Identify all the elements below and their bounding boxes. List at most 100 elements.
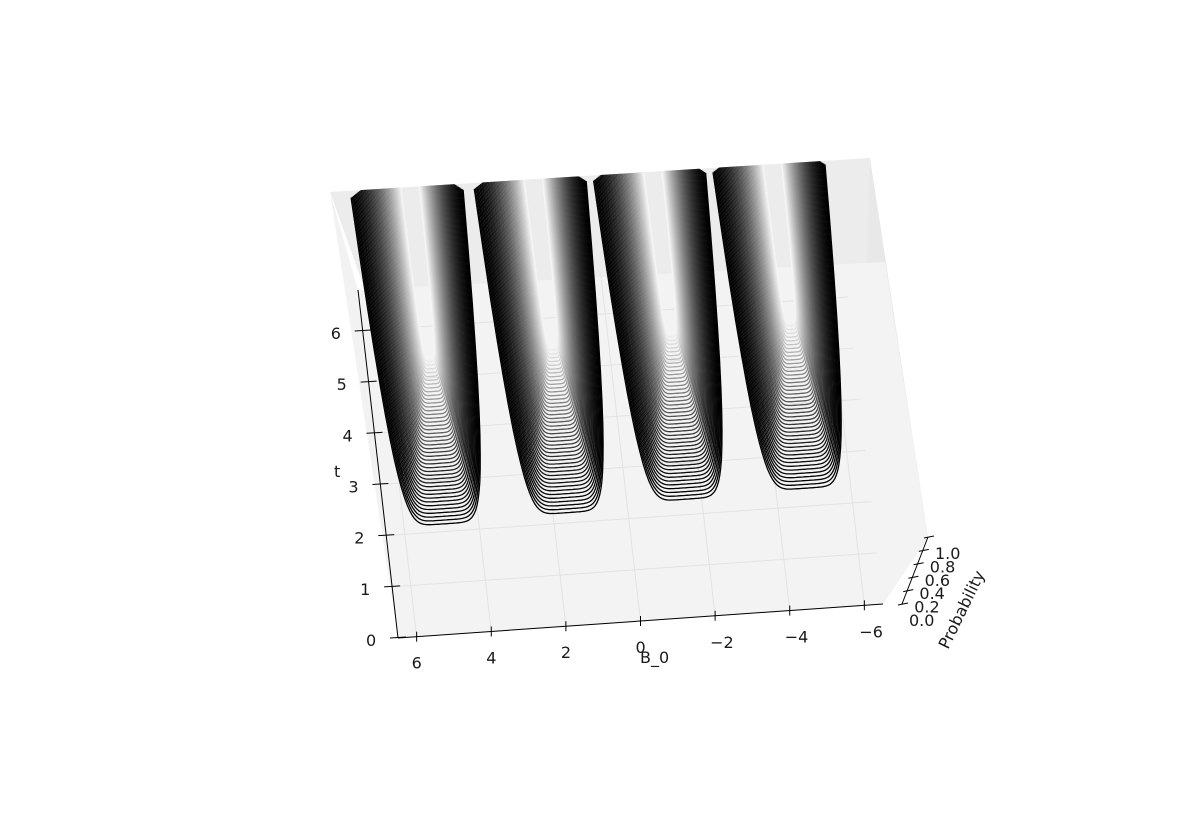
- contour-level: [603, 165, 712, 463]
- contour-level: [370, 176, 461, 454]
- t-tick-label: 5: [337, 375, 347, 394]
- t-tick-mark: [354, 329, 371, 332]
- contour-level: [752, 158, 802, 346]
- contour-level: [715, 162, 839, 479]
- contour-level: [393, 161, 438, 370]
- contour-level: [624, 158, 691, 387]
- contour-level: [520, 158, 558, 348]
- contour-level: [477, 178, 600, 499]
- contour-level: [634, 158, 682, 353]
- z-tick-mark: [903, 589, 914, 593]
- contour-level: [361, 182, 471, 488]
- contour-level: [362, 182, 470, 484]
- contour-level: [499, 164, 579, 424]
- contour-level: [494, 167, 583, 439]
- contour-level: [596, 170, 720, 490]
- contour-level: [512, 158, 565, 374]
- contour-level: [374, 174, 457, 438]
- contour-level: [754, 158, 800, 338]
- contour-level: [597, 169, 719, 486]
- contour-level: [615, 158, 701, 421]
- contour-level: [369, 177, 462, 457]
- z-ticks: 0.00.20.40.60.81.0: [897, 535, 960, 630]
- contour-level: [604, 165, 711, 459]
- contour-level: [504, 161, 573, 405]
- contour-level: [629, 158, 687, 372]
- contour-level: [500, 164, 578, 420]
- contour-level: [616, 158, 700, 418]
- contour-level: [623, 158, 692, 391]
- contour-level: [506, 159, 571, 397]
- contour-level: [365, 180, 466, 473]
- contour-level: [381, 169, 450, 416]
- contour-level: [722, 158, 832, 452]
- contour-level: [380, 170, 452, 420]
- contour-level: [627, 158, 688, 376]
- z-tick-mark: [918, 548, 929, 552]
- contour-level: [356, 185, 475, 503]
- contour-level: [716, 161, 838, 475]
- contour-level: [749, 158, 805, 357]
- t-axis-line: [357, 289, 399, 639]
- contour-level: [718, 160, 836, 467]
- t-tick-mark: [372, 482, 389, 485]
- z-tick-label: 1.0: [935, 544, 960, 563]
- contour-level: [612, 160, 704, 433]
- z-tick-label: 0.4: [919, 584, 944, 603]
- contour-level: [473, 181, 604, 515]
- contour-level: [748, 158, 806, 361]
- contour-level: [756, 158, 798, 331]
- contour-level: [747, 158, 807, 365]
- contour-level: [726, 158, 828, 441]
- t-tick-mark: [389, 636, 407, 639]
- contour-level: [714, 162, 840, 483]
- contour-level: [496, 166, 581, 431]
- contour-level: [475, 179, 602, 507]
- contour-level: [367, 178, 464, 465]
- contour-level: [736, 158, 818, 403]
- contour-level: [757, 158, 797, 327]
- contour-level: [744, 158, 810, 376]
- contour-level: [636, 158, 680, 345]
- t-tick-mark: [378, 534, 395, 537]
- t-tick-mark: [384, 585, 401, 588]
- contour-level: [397, 159, 435, 359]
- contour-level: [719, 159, 835, 464]
- contour-level: [735, 158, 819, 407]
- contour-level: [474, 180, 603, 511]
- contour-level: [508, 158, 569, 389]
- contour-level: [368, 178, 463, 461]
- contour-level: [483, 174, 595, 480]
- contour-level: [639, 158, 677, 334]
- contour-level: [481, 176, 597, 488]
- t-tick-label: 0: [366, 631, 376, 650]
- x-axis-label: B_0: [640, 648, 669, 668]
- contour-lobe: [712, 158, 842, 490]
- contour-level: [353, 187, 478, 514]
- grid-line-t: [392, 552, 878, 588]
- contour-level: [479, 177, 598, 492]
- contour-level: [371, 176, 460, 450]
- contour-level: [622, 158, 693, 395]
- t-tick-label: 1: [360, 580, 370, 599]
- contour-level: [491, 169, 586, 450]
- contour-level: [386, 166, 445, 397]
- contour-level: [351, 189, 480, 522]
- contour-level: [725, 158, 829, 445]
- contour-level: [600, 167, 716, 475]
- contour-level: [724, 158, 830, 448]
- contour-level: [632, 158, 684, 361]
- x-tick-label: −4: [785, 628, 809, 647]
- contour-level: [373, 174, 458, 442]
- contour-level: [489, 170, 588, 458]
- contour-level: [383, 168, 448, 408]
- contour-level: [602, 166, 713, 467]
- contour-level: [358, 184, 473, 495]
- contour-level: [594, 172, 722, 497]
- contour-level: [396, 160, 436, 363]
- contour-level: [360, 183, 472, 492]
- contour-level: [635, 158, 681, 349]
- x-tick-label: 2: [561, 643, 571, 662]
- contour-level: [505, 160, 572, 401]
- contour-level: [379, 171, 453, 423]
